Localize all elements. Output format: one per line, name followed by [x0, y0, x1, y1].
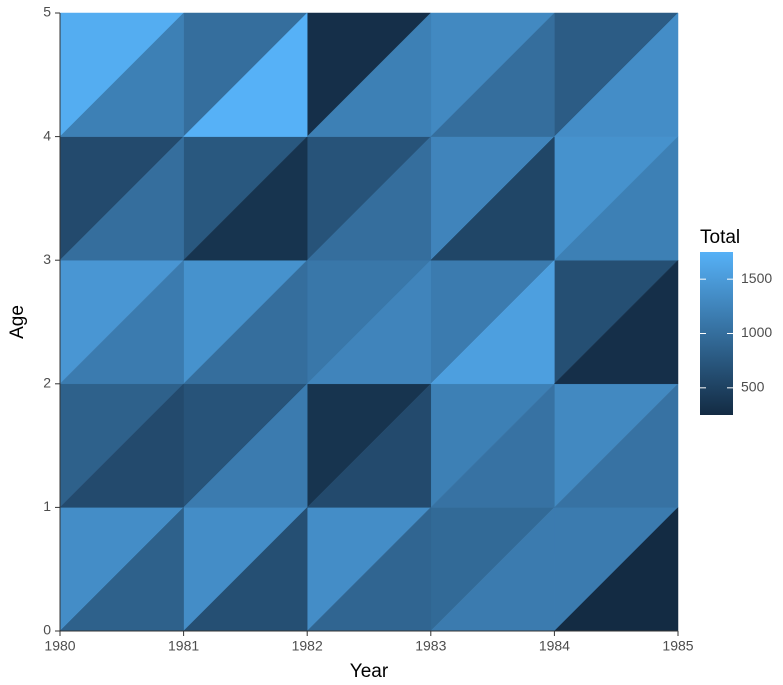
triangle-cell: [430, 259, 555, 385]
triangle-cell: [59, 383, 184, 508]
legend-title: Total: [700, 227, 740, 248]
colorbar-tick-label: 1000: [741, 324, 772, 340]
triangle-cell: [182, 12, 308, 137]
x-tick-label: 1982: [292, 638, 323, 654]
x-tick-label: 1983: [415, 638, 446, 654]
triangle-cell: [306, 383, 432, 508]
triangle-cell: [59, 259, 184, 385]
y-tick-label: 1: [43, 498, 51, 514]
y-tick-label: 2: [43, 375, 51, 391]
triangle-cell: [553, 383, 679, 508]
triangle-cell: [59, 12, 184, 137]
y-tick-label: 0: [43, 622, 51, 638]
triangle-cell: [430, 12, 555, 137]
y-tick-label: 5: [43, 4, 51, 20]
triangle-cell: [306, 259, 432, 385]
triangle-cell: [182, 259, 308, 385]
x-tick-label: 1984: [539, 638, 570, 654]
colorbar-tick-label: 1500: [741, 270, 772, 286]
y-tick-label: 3: [43, 251, 51, 267]
colorbar-tick-label: 500: [741, 379, 765, 395]
triangle-cell: [306, 12, 432, 137]
x-tick-label: 1980: [44, 638, 75, 654]
triangle-cell: [182, 135, 308, 261]
triangle-cell: [553, 12, 679, 137]
x-tick-label: 1981: [168, 638, 199, 654]
triangle-cell: [59, 135, 184, 261]
triangle-cell: [430, 135, 555, 261]
triangle-cell: [430, 383, 555, 508]
y-tick-label: 4: [43, 127, 51, 143]
x-tick-label: 1985: [662, 638, 693, 654]
triangle-cell: [553, 259, 679, 385]
triangle-cell: [306, 135, 432, 261]
y-axis-title: Age: [7, 305, 28, 339]
x-axis-title: Year: [350, 661, 389, 682]
triangle-cell: [553, 135, 679, 261]
triangle-cell: [182, 383, 308, 508]
